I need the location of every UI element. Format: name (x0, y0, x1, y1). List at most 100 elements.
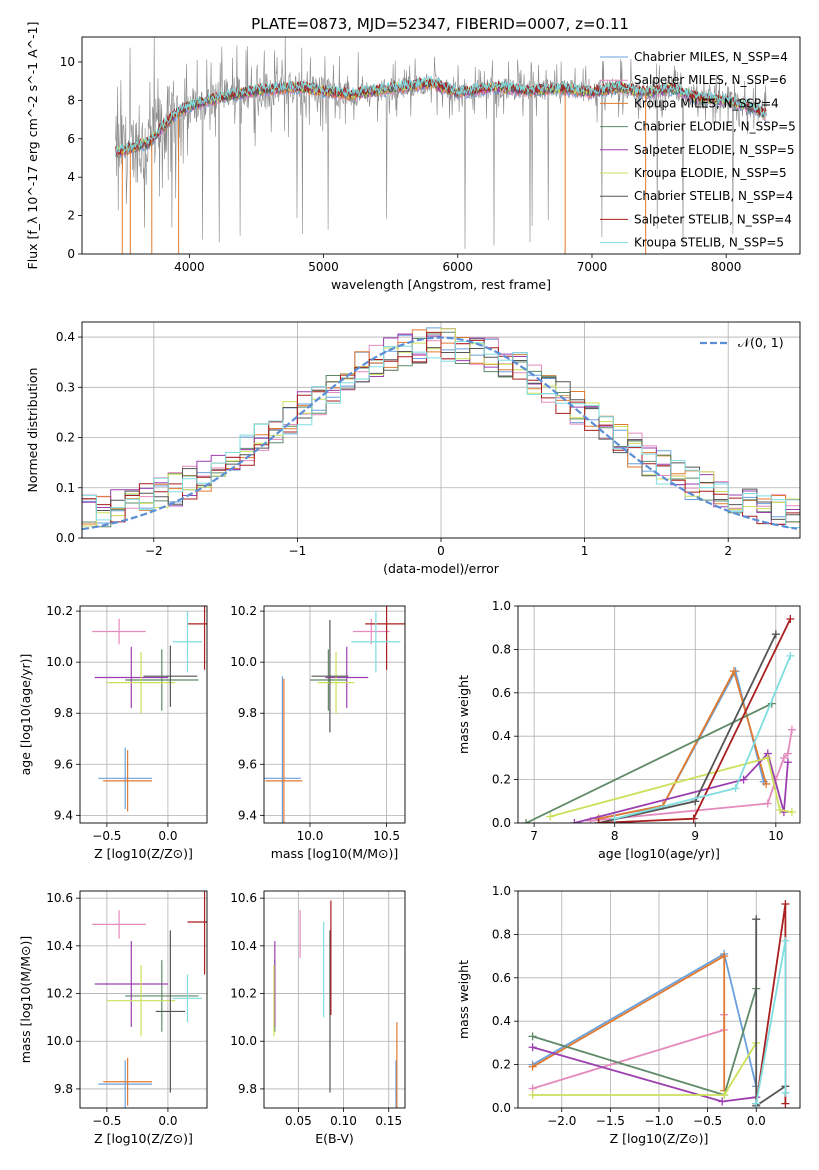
weight_vs_Z-series-marker (528, 1090, 537, 1099)
residuals-plot-area (82, 322, 800, 538)
weight_vs_age-xtick-label: 7 (530, 829, 538, 843)
weight_vs_Z-series-marker (781, 1088, 790, 1097)
weight_vs_age-series-line (549, 756, 793, 818)
weight_vs_age-series-marker (786, 651, 795, 660)
weight_vs_age-ytick-label: 0.2 (492, 773, 511, 787)
spectrum-ylabel: Flux [f_λ 10^-17 erg cm^-2 s^-1 A^-1] (25, 22, 40, 270)
weight_vs_age-xtick-label: 10 (768, 829, 783, 843)
age_vs_Z-ytick-label: 10.2 (46, 604, 73, 618)
spectrum-ytick-label: 2 (67, 209, 75, 223)
weight_vs_age-series-line (590, 729, 793, 822)
weight_vs_Z-series-marker (781, 1099, 790, 1108)
mass_vs_ebv-xtick-label: 0.05 (285, 1114, 312, 1128)
residuals-xtick-label: −1 (289, 544, 307, 558)
weight_vs_Z-series-marker (752, 1099, 761, 1108)
mass_vs_Z-ytick-label: 10.2 (46, 987, 73, 1001)
age_vs_mass-ytick-label: 10.0 (230, 655, 257, 669)
weight_vs_age-xtick-label: 9 (691, 829, 699, 843)
weight_vs_Z-series-marker (528, 1043, 537, 1052)
weight_vs_Z-xtick-label: −0.5 (693, 1114, 722, 1128)
weight_vs_Z-xtick-label: −1.0 (644, 1114, 673, 1128)
weight_vs_age-ytick-label: 0.0 (492, 816, 511, 830)
residuals-normal-curve (82, 336, 798, 531)
weight_vs_Z-series-marker (720, 952, 729, 961)
mass_vs_ebv-panel: 0.05 0.10 0.15 9.8 10.0 10.2 10.4 10.6 E(B-V) (230, 890, 406, 1146)
spectrum-legend-label: Salpeter STELIB, N_SSP=4 (634, 212, 792, 226)
residuals-xlabel: (data-model)/error (383, 561, 500, 576)
weight_vs_age-series-marker (570, 819, 579, 823)
residuals-xtick-label: 0 (437, 544, 445, 558)
weight_vs_Z-xlabel: Z [log10(Z/Z⊙)] (610, 1131, 709, 1146)
age_vs_mass-ytick-label: 9.6 (238, 757, 257, 771)
mass_vs_Z-xtick-label: −0.5 (92, 1114, 121, 1128)
weight_vs_age-plot-area (518, 606, 800, 823)
age_vs_mass-ytick-label: 10.2 (230, 604, 257, 618)
weight_vs_age-series-marker (762, 779, 771, 788)
weight_vs_age-ytick-label: 0.6 (492, 686, 511, 700)
age_vs_mass-plot-area (264, 606, 405, 823)
spectrum-xtick-label: 5000 (308, 260, 339, 274)
weight_vs_age-series-marker (783, 758, 792, 767)
weight_vs_Z-series-marker (752, 915, 761, 924)
spectrum-panel: 4000 5000 6000 7000 8000 0 2 4 6 8 10 wavelength [A… (25, 22, 801, 292)
age_vs_Z-ytick-label: 10.0 (46, 655, 73, 669)
spectrum-legend-label: Kroupa ELODIE, N_SSP=5 (634, 166, 787, 180)
weight_vs_age-series-marker (763, 799, 772, 808)
mass_vs_Z-xlabel: Z [log10(Z/Z⊙)] (94, 1131, 193, 1146)
spectrum-frame (81, 36, 801, 255)
mass_vs_ebv-ytick-label: 9.8 (238, 1082, 257, 1096)
spectrum-xlabel: wavelength [Angstrom, rest frame] (331, 277, 551, 292)
spectrum-xtick-label: 6000 (443, 260, 474, 274)
mass_vs_Z-panel: −0.5 0.0 9.8 10.0 10.2 10.4 10.6 Z [log10(Z/Z⊙)… (18, 890, 208, 1146)
residuals-histogram (82, 341, 800, 528)
weight_vs_Z-ytick-label: 0.8 (492, 927, 511, 941)
mass_vs_Z-xtick-label: 0.0 (158, 1114, 177, 1128)
age_vs_Z-ytick-label: 9.6 (54, 757, 73, 771)
weight_vs_age-series-marker (594, 819, 603, 823)
weight_vs_Z-xtick-label: 0.0 (747, 1114, 766, 1128)
spectrum-xtick-label: 4000 (174, 260, 205, 274)
spectrum-ytick-label: 4 (67, 170, 75, 184)
weight_vs_Z-series-marker (781, 936, 790, 945)
mass_vs_ebv-ytick-label: 10.0 (230, 1034, 257, 1048)
spectrum-legend-label: Kroupa STELIB, N_SSP=5 (634, 236, 784, 250)
weight_vs_age-series-marker (779, 753, 788, 762)
weight_vs_age-xtick-label: 8 (611, 829, 619, 843)
weight_vs_age-xlabel: age [log10(age/yr)] (598, 846, 720, 861)
residuals-ytick-label: 0.0 (56, 531, 75, 545)
residuals-ytick-label: 0.3 (56, 380, 75, 394)
weight_vs_age-series-marker (610, 814, 619, 823)
weight_vs_Z-ytick-label: 0.2 (492, 1058, 511, 1072)
weight_vs_Z-series-marker (718, 1097, 727, 1106)
figure-title: PLATE=0873, MJD=52347, FIBERID=0007, z=0… (251, 15, 629, 33)
spectrum-model-line (115, 75, 767, 155)
spectrum-legend: Chabrier MILES, N_SSP=4 Salpeter MILES, N… (600, 50, 796, 250)
weight_vs_Z-ytick-label: 0.4 (492, 1014, 511, 1028)
residuals-xtick-label: 1 (581, 544, 589, 558)
weight_vs_age-series-marker (779, 808, 788, 817)
mass_vs_ebv-xtick-label: 0.15 (375, 1114, 402, 1128)
weight_vs_age-ylabel: mass weight (456, 675, 471, 754)
weight_vs_Z-panel: −2.0 −1.5 −1.0 −0.5 0.0 0.0 0.2 0.4 0.6 0.8 1.0 Z [… (456, 884, 801, 1146)
weight_vs_age-frame (517, 605, 801, 824)
mass_vs_ebv-xlabel: E(B-V) (315, 1131, 354, 1146)
weight_vs_age-series-marker (786, 615, 795, 624)
spectrum-plot-area (115, 37, 767, 254)
weight_vs_age-series-marker (729, 667, 738, 676)
age_vs_Z-xtick-label: 0.0 (158, 829, 177, 843)
age_vs_Z-ylabel: age [log10(age/yr)] (18, 654, 33, 776)
spectrum-legend-label: Kroupa MILES, N_SSP=4 (634, 96, 779, 110)
age_vs_mass-panel: 10.0 10.5 9.4 9.6 9.8 10.0 10.2 mass [log10(M/M… (230, 604, 406, 861)
weight_vs_age-series-marker (771, 630, 780, 639)
weight_vs_age-series-marker (731, 784, 740, 793)
spectrum-legend-label: Chabrier MILES, N_SSP=4 (634, 50, 788, 64)
spectrum-xtick-label: 8000 (711, 260, 742, 274)
weight_vs_age-ytick-label: 0.8 (492, 642, 511, 656)
mass_vs_ebv-xtick-label: 0.10 (330, 1114, 357, 1128)
weight_vs_Z-frame (517, 890, 801, 1109)
weight_vs_age-series-marker (787, 808, 796, 817)
weight_vs_Z-series-marker (528, 1062, 537, 1071)
spectrum-ytick-label: 8 (67, 93, 75, 107)
spectrum-data-line (115, 37, 767, 249)
